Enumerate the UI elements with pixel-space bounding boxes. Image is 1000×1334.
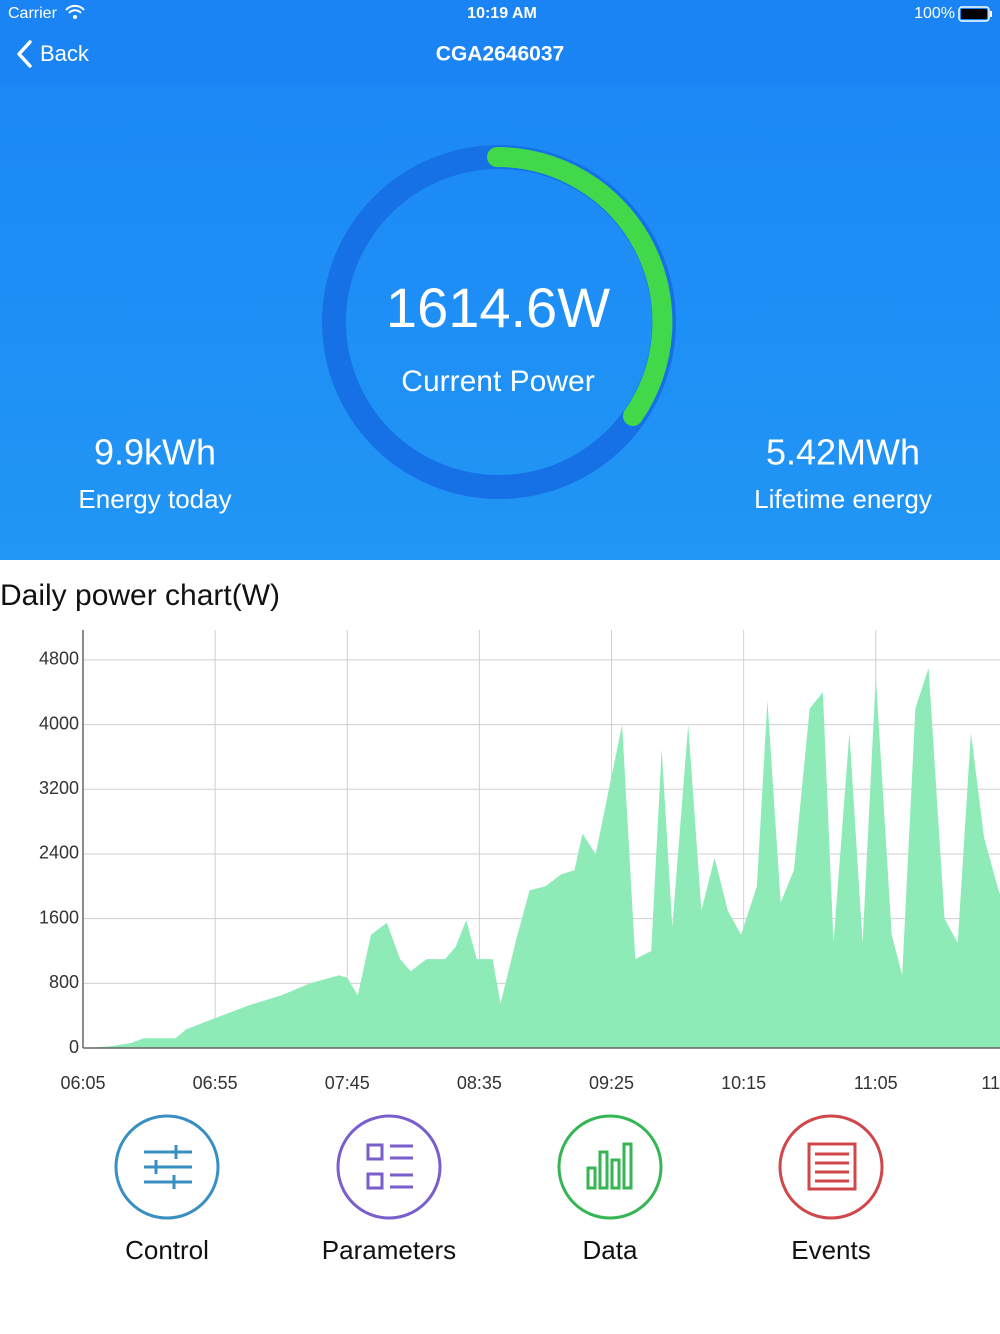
- action-label[interactable]: Data: [583, 1235, 638, 1265]
- back-label[interactable]: Back: [40, 41, 90, 66]
- x-tick-label: 09:25: [589, 1073, 634, 1093]
- parameters-icon[interactable]: [336, 1114, 442, 1220]
- x-tick-label: 10:15: [721, 1073, 766, 1093]
- x-tick-label: 11: [981, 1073, 1000, 1093]
- y-tick-label: 2400: [39, 843, 79, 863]
- y-tick-label: 3200: [39, 778, 79, 798]
- battery-level: 100%: [914, 5, 955, 22]
- action-label[interactable]: Parameters: [322, 1235, 456, 1265]
- action-control[interactable]: [114, 1114, 220, 1220]
- stat-label: Energy today: [78, 484, 231, 514]
- events-icon[interactable]: [778, 1114, 884, 1220]
- chart-title: Daily power chart(W): [0, 579, 280, 612]
- back-chevron: [17, 40, 32, 68]
- x-tick-label: 06:05: [60, 1073, 105, 1093]
- x-tick-label: 11:05: [854, 1073, 898, 1093]
- battery-tip: [990, 11, 992, 17]
- battery-fill: [961, 9, 987, 19]
- action-data[interactable]: [557, 1114, 663, 1220]
- nav-bar: [0, 0, 1000, 85]
- carrier: Carrier: [8, 5, 58, 22]
- action-label[interactable]: Events: [791, 1235, 871, 1265]
- back-button[interactable]: Back: [17, 40, 90, 68]
- y-tick-label: 4800: [39, 649, 79, 669]
- chart: 0 800 1600 2400 3200 4000 4800 06:05 06:55 07:45 0…: [39, 630, 1000, 1093]
- stat-value: 5.42MWh: [766, 432, 920, 473]
- x-tick-label: 07:45: [325, 1073, 370, 1093]
- action-label[interactable]: Control: [125, 1235, 209, 1265]
- current-power-label: Current Power: [401, 365, 594, 398]
- current-power-value: 1614.6W: [386, 276, 610, 339]
- action-parameters[interactable]: [336, 1114, 442, 1220]
- y-tick-label: 0: [69, 1037, 79, 1057]
- y-tick-label: 1600: [39, 907, 79, 927]
- x-tick-label: 08:35: [457, 1073, 502, 1093]
- data-icon[interactable]: [557, 1114, 663, 1220]
- gauge-arc: [487, 146, 673, 426]
- action-events[interactable]: [778, 1114, 884, 1220]
- device-title: CGA2646037: [436, 43, 564, 66]
- y-tick-label: 800: [49, 972, 79, 992]
- header-panel: [0, 0, 1000, 560]
- x-tick-label: 06:55: [193, 1073, 238, 1093]
- battery-icon: [958, 6, 990, 22]
- wifi-icon: [65, 4, 85, 14]
- clock: 10:19 AM: [467, 5, 537, 22]
- wifi-dot: [73, 15, 77, 19]
- stat-label: Lifetime energy: [754, 484, 932, 514]
- y-tick-label: 4000: [39, 713, 79, 733]
- area: [83, 668, 1000, 1048]
- stat-value: 9.9kWh: [94, 432, 216, 473]
